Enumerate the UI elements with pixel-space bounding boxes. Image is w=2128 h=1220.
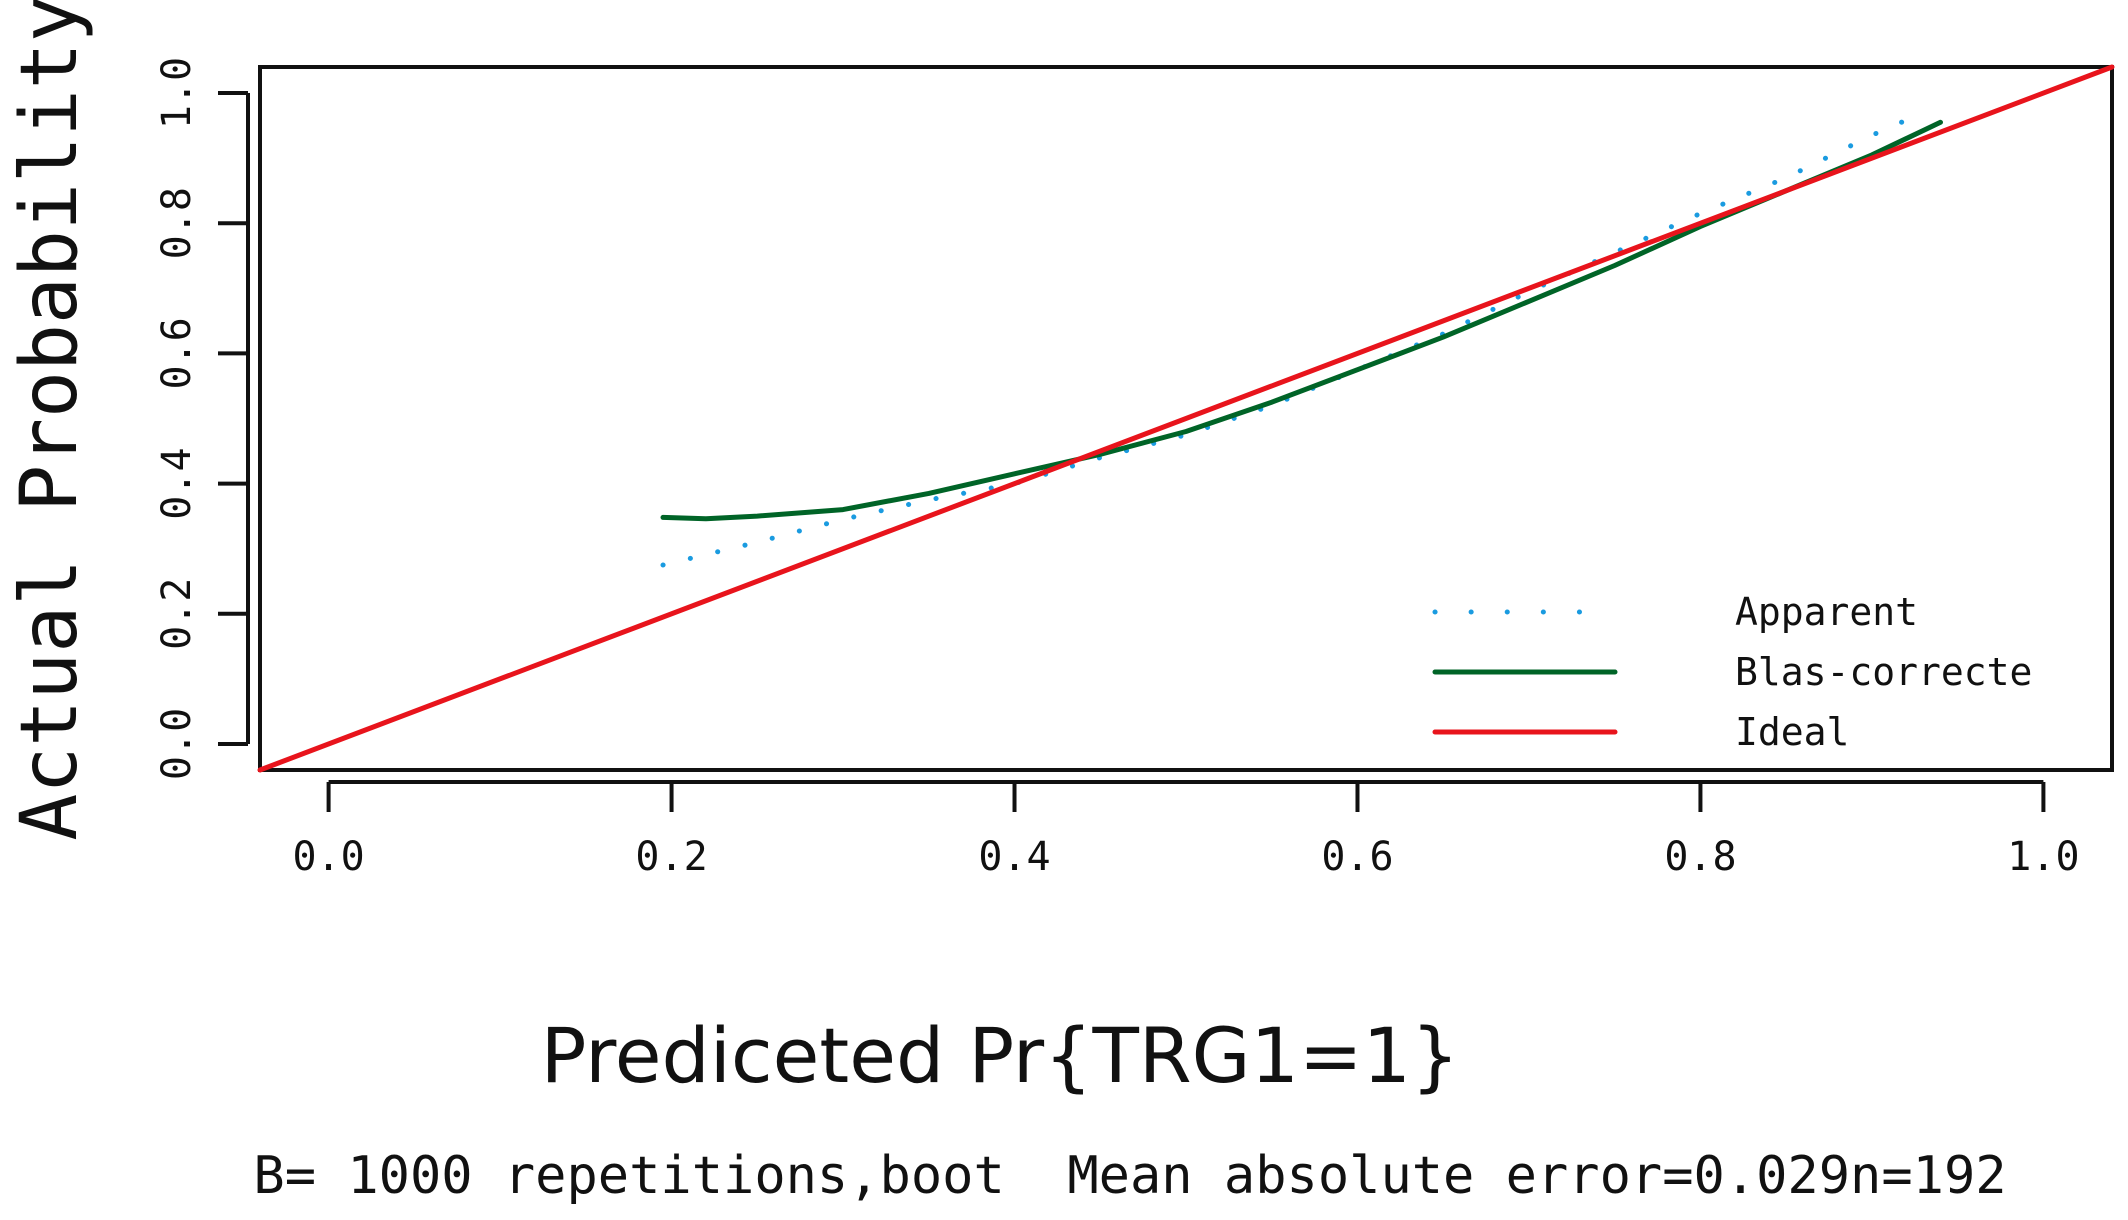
plot-frame [258,65,2114,772]
series-line-apparent [660,110,1926,568]
footnote: B= 1000 repetitions,boot Mean absolute e… [253,1146,2006,1206]
x-tick-label: 0.2 [635,834,707,880]
series-layer [257,64,2115,773]
x-tick-label: 0.8 [1664,834,1736,880]
y-tick-label: 0.0 [154,708,200,780]
y-axis: 0.0 0.2 0.4 0.6 0.8 1.0 [154,57,250,780]
legend-label: Apparent [1735,590,1918,634]
x-tick-label: 0.6 [1321,834,1393,880]
y-tick-label: 0.2 [154,578,200,650]
x-tick-label: 0.4 [978,834,1050,880]
x-axis-title: Prediceted Pr{TRG1=1} [541,1011,1460,1100]
x-axis: 0.0 0.2 0.4 0.6 0.8 1.0 [292,780,2080,880]
y-tick-label: 1.0 [154,57,200,129]
y-tick-label: 0.6 [154,317,200,389]
y-tick-label: 0.4 [154,447,200,519]
legend-label: Ideal [1735,710,1849,754]
series-line-ideal [257,64,2115,773]
y-tick-label: 0.8 [154,187,200,259]
series-line-blas-correcte [660,119,1943,522]
legend: Apparent Blas-correcte Ideal [1432,590,2032,754]
legend-label: Blas-correcte [1735,650,2032,694]
x-tick-label: 1.0 [2007,834,2079,880]
x-tick-label: 0.0 [292,834,364,880]
y-axis-title: Actual Probability [5,0,95,841]
